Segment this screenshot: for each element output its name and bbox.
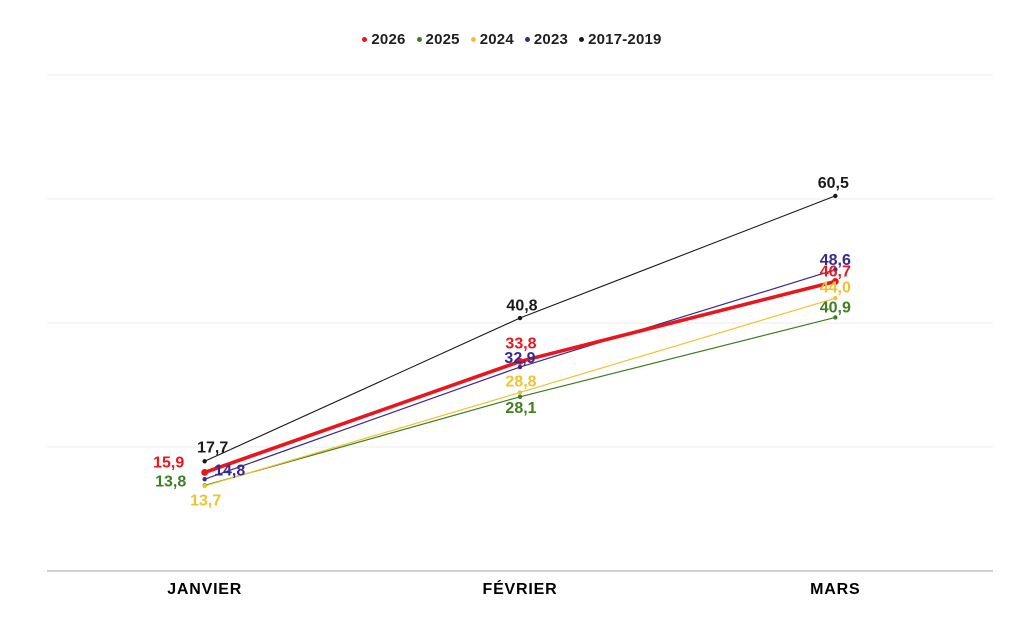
data-point-2017-2019-FÉVRIER [517, 315, 523, 321]
legend-label-2024: 2024 [479, 31, 514, 48]
legend-dot-2023 [524, 37, 530, 42]
value-label-2023-FÉVRIER: 32,9 [504, 350, 535, 367]
legend-item-2025: 2025 [416, 31, 460, 48]
data-point-2023-FÉVRIER [517, 364, 523, 370]
legend-dot-2017-2019 [579, 37, 585, 42]
value-label-2026-MARS: 46,7 [820, 264, 851, 281]
legend-label-2023: 2023 [533, 31, 569, 48]
value-label-2025-MARS: 40,9 [820, 300, 851, 317]
value-label-2017-2019-JANVIER: 17,7 [197, 439, 228, 456]
legend-label-2026: 2026 [371, 31, 406, 48]
value-label-2023-MARS: 48,6 [820, 252, 851, 269]
value-label-2024-MARS: 44,0 [820, 279, 851, 296]
data-point-2025-MARS [833, 315, 838, 320]
data-point-2024-JANVIER [202, 483, 207, 489]
data-point-2024-MARS [833, 296, 838, 301]
value-label-2024-FÉVRIER: 28,8 [505, 374, 536, 391]
value-label-2025-FÉVRIER: 28,1 [505, 400, 536, 417]
legend-label-2017-2019: 2017-2019 [588, 31, 662, 48]
x-axis-label-JANVIER: JANVIER [167, 581, 242, 598]
legend-dot-2026 [362, 37, 368, 42]
value-label-2025-JANVIER: 13,8 [155, 474, 186, 491]
legend-label-2025: 2025 [425, 31, 460, 48]
legend-dot-2024 [470, 37, 476, 42]
data-point-2017-2019-JANVIER [202, 459, 207, 464]
series-line-2017-2019 [204, 195, 836, 462]
x-axis-label-MARS: MARS [810, 581, 860, 598]
data-point-2023-MARS [833, 267, 838, 272]
legend-item-2023: 2023 [524, 31, 569, 48]
chart-legend: 2026 2025 2024 2023 2017-2019 [0, 31, 1024, 48]
data-point-2017-2019-MARS [833, 193, 838, 199]
data-point-2026-JANVIER [201, 469, 209, 476]
data-point-2025-FÉVRIER [517, 394, 523, 399]
value-label-2024-JANVIER: 13,7 [190, 492, 221, 509]
legend-item-2024: 2024 [470, 31, 514, 48]
value-label-2017-2019-MARS: 60,5 [818, 175, 849, 192]
value-label-2026-JANVIER: 15,9 [153, 455, 184, 472]
data-point-2024-FÉVRIER [517, 390, 523, 395]
legend-dot-2025 [416, 37, 422, 42]
data-point-2026-FÉVRIER [516, 358, 524, 365]
x-axis-label-FÉVRIER: FÉVRIER [483, 579, 558, 598]
value-label-2026-FÉVRIER: 33,8 [505, 336, 536, 353]
data-point-2023-JANVIER [202, 477, 207, 482]
legend-item-2026: 2026 [362, 31, 405, 48]
value-label-2017-2019-FÉVRIER: 40,8 [506, 297, 537, 314]
value-label-2023-JANVIER: 14,8 [214, 462, 245, 479]
data-point-2026-MARS [831, 278, 839, 285]
legend-item-2017-2019: 2017-2019 [579, 31, 662, 48]
